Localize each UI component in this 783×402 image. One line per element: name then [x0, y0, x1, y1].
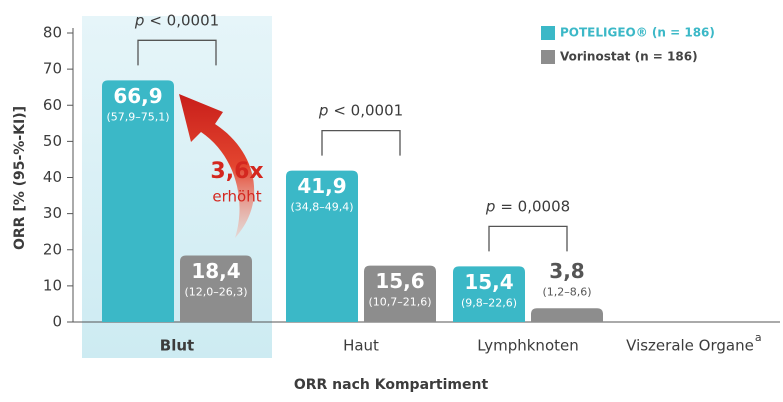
legend-label: POTELIGEO® (n = 186) — [560, 26, 715, 40]
p-value: p < 0,0001 — [134, 11, 219, 29]
annotation-text: erhöht — [212, 188, 261, 206]
value-label: 41,9 — [297, 174, 346, 198]
x-tick-label: Viszerale Organe — [626, 337, 754, 355]
superscript: a — [755, 331, 762, 344]
p-bracket — [488, 225, 568, 252]
bar — [364, 265, 436, 322]
x-tick-label: Lymphknoten — [477, 337, 578, 355]
legend-swatch — [541, 26, 555, 40]
value-label: 18,4 — [191, 259, 240, 283]
value-label: 3,8 — [549, 259, 584, 283]
ci-label: (10,7–21,6) — [368, 296, 431, 309]
bar — [453, 266, 525, 322]
y-tick-label: 0 — [52, 313, 62, 331]
p-symbol: p — [134, 11, 145, 29]
y-tick-label: 10 — [43, 276, 62, 294]
ci-label: (57,9–75,1) — [106, 110, 169, 123]
p-bracket — [137, 39, 217, 66]
ci-label: (9,8–22,6) — [461, 296, 517, 309]
p-value: p < 0,0001 — [318, 101, 403, 119]
value-label: 15,4 — [464, 270, 513, 294]
ci-label: (1,2–8,6) — [542, 285, 591, 298]
p-text: < 0,0001 — [149, 11, 219, 29]
legend-swatch — [541, 50, 555, 64]
y-tick-label: 20 — [43, 240, 62, 258]
y-tick-label: 70 — [43, 60, 62, 78]
x-tick-label: Haut — [343, 337, 379, 355]
y-tick-label: 60 — [43, 96, 62, 114]
ci-label: (34,8–49,4) — [290, 201, 353, 214]
bar — [286, 170, 358, 322]
p-value: p = 0,0008 — [485, 197, 570, 215]
value-label: 15,6 — [375, 269, 424, 293]
legend-label: Vorinostat (n = 186) — [560, 50, 698, 64]
p-symbol: p — [485, 197, 496, 215]
y-axis-label: ORR [% (95-%-KI)] — [12, 106, 28, 250]
bar — [531, 308, 603, 322]
ci-label: (12,0–26,3) — [184, 286, 247, 299]
bar — [102, 80, 174, 322]
x-tick-label: Blut — [160, 337, 194, 355]
y-tick-label: 50 — [43, 132, 62, 150]
p-text: = 0,0008 — [500, 197, 570, 215]
annotation-title: 3,6x — [210, 159, 263, 184]
bar — [180, 255, 252, 322]
y-tick-label: 80 — [43, 24, 62, 42]
y-tick-label: 30 — [43, 204, 62, 222]
p-symbol: p — [318, 101, 329, 119]
p-bracket — [321, 129, 401, 156]
y-tick-label: 40 — [43, 168, 62, 186]
p-text: < 0,0001 — [333, 101, 403, 119]
x-axis-label: ORR nach Kompartiment — [294, 377, 489, 393]
value-label: 66,9 — [113, 84, 162, 108]
annotation-arrow — [179, 94, 255, 238]
